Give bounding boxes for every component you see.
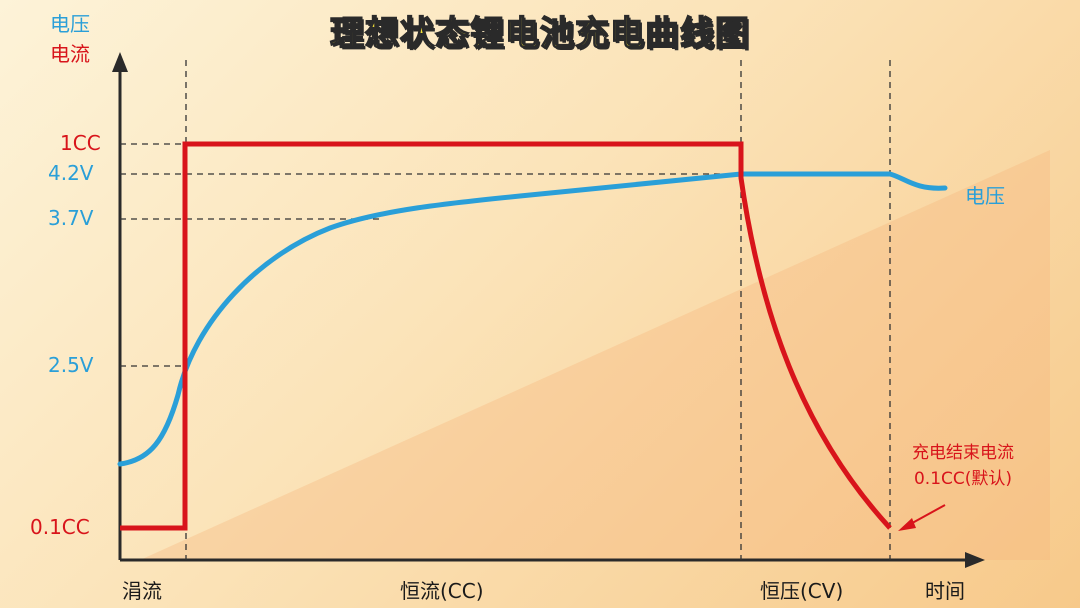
y-axis-label-current: 电流	[50, 42, 90, 66]
chart-title: 理想状态锂电池充电曲线图	[329, 13, 750, 55]
x-axis-label: 时间	[925, 579, 965, 603]
y-axis-arrow	[112, 52, 128, 72]
voltage-series-line	[117, 171, 948, 467]
y-tick-1cc: 1CC	[60, 131, 101, 155]
y-tick-3-7v: 3.7V	[48, 206, 94, 230]
voltage-series-label: 电压	[965, 184, 1005, 208]
x-axis-arrow	[965, 552, 985, 568]
annotation-arrowhead	[898, 518, 916, 531]
current-series-line	[120, 141, 892, 531]
y-tick-2-5v: 2.5V	[48, 353, 94, 377]
annotation-line-2: 0.1CC(默认)	[913, 469, 1013, 489]
phase-label-cv: 恒压(CV)	[760, 579, 844, 603]
phase-label-trickle: 涓流	[122, 579, 162, 603]
y-tick-4-2v: 4.2V	[48, 161, 94, 185]
y-axis-label-voltage: 电压	[50, 12, 90, 36]
annotation-line-1: 充电结束电流	[912, 443, 1014, 463]
y-tick-0-1cc: 0.1CC	[30, 515, 90, 539]
background-sheen	[140, 150, 1050, 560]
phase-label-cc: 恒流(CC)	[400, 579, 484, 603]
end-current-annotation: 充电结束电流 0.1CC(默认)	[888, 440, 1038, 492]
